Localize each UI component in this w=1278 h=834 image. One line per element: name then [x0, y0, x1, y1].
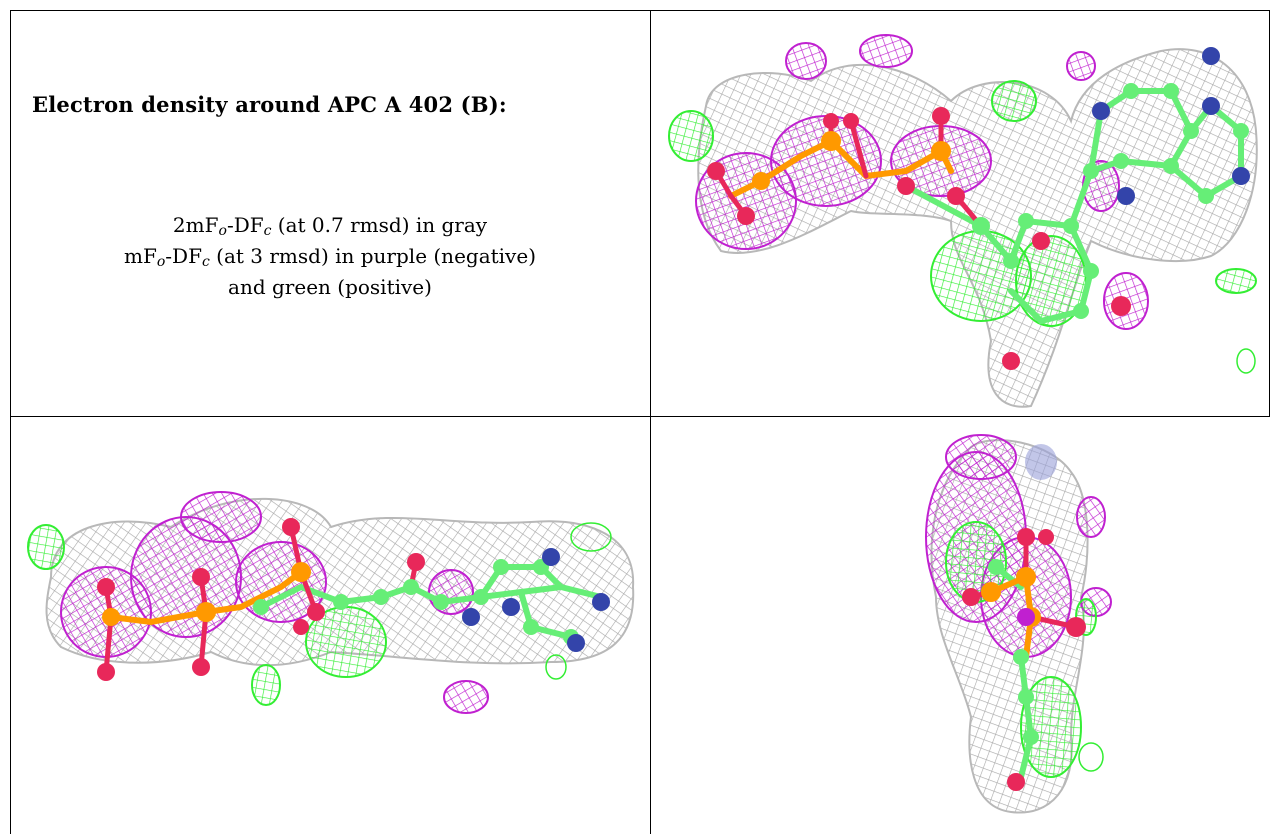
legend-line-fofc: mFo-DFc (at 3 rmsd) in purple (negative)	[124, 244, 536, 270]
legend-line-2fofc: 2mFo-DFc (at 0.7 rmsd) in gray	[172, 213, 488, 239]
density-view-bottom-left	[11, 417, 650, 834]
map-legend: 2mFo-DFc (at 0.7 rmsd) in gray mFo-DFc (…	[10, 210, 650, 303]
density-view-top-right	[651, 11, 1269, 416]
table-row-divider	[10, 416, 1270, 417]
table-left-border	[10, 10, 11, 834]
figure-title: Electron density around APC A 402 (B):	[32, 92, 507, 117]
table-top-border	[10, 10, 1270, 11]
caption-cell: Electron density around APC A 402 (B): 2…	[10, 10, 650, 416]
density-view-bottom-right	[651, 417, 1270, 834]
legend-line-positive: and green (positive)	[228, 275, 432, 299]
density-map-icon	[668, 34, 1258, 408]
figure-table: Electron density around APC A 402 (B): 2…	[10, 10, 1270, 834]
table-middle-divider	[650, 10, 651, 834]
density-map-icon	[27, 491, 635, 714]
density-map-icon	[925, 434, 1112, 814]
table-right-border	[1269, 10, 1270, 416]
